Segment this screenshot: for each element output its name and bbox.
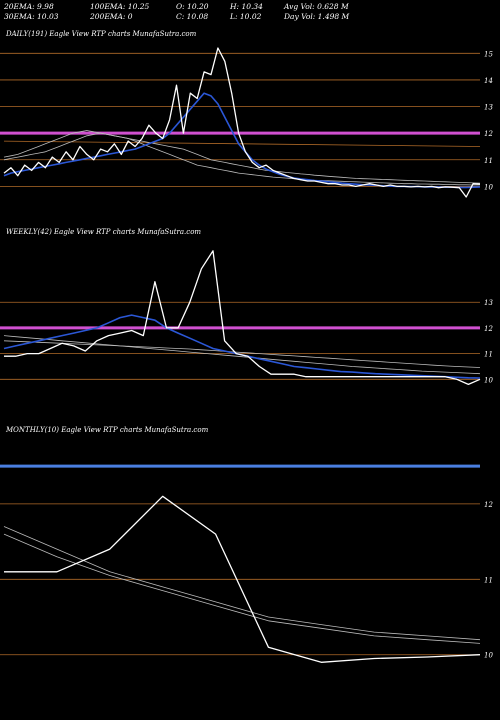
y-tick-label: 10 <box>484 376 493 384</box>
ema-gray-series-line <box>3 340 481 368</box>
day-volume-readout: Day Vol: 1.498 M <box>284 12 350 21</box>
monthly-panel-title: MONTHLY(10) Eagle View RTP charts Munafa… <box>6 426 209 434</box>
y-tick-label: 10 <box>484 183 493 191</box>
ema-gray-series-line <box>3 526 481 641</box>
ema100-readout: 100EMA: 10.25 <box>90 2 150 11</box>
open-readout: O: 10.20 <box>176 2 209 11</box>
low-readout: L: 10.02 <box>230 12 262 21</box>
y-tick-label: 11 <box>484 576 493 584</box>
daily-panel-title: DAILY(191) Eagle View RTP charts MunafaS… <box>6 30 197 38</box>
weekly-panel-title: WEEKLY(42) Eagle View RTP charts MunafaS… <box>6 228 202 236</box>
price-series-line <box>4 495 481 663</box>
high-readout: H: 10.34 <box>230 2 263 11</box>
ema-gray2-series-line <box>3 533 481 644</box>
y-tick-label: 11 <box>484 157 493 165</box>
ema30-readout: 30EMA: 10.03 <box>4 12 59 21</box>
avg-volume-readout: Avg Vol: 0.628 M <box>284 2 349 11</box>
y-tick-label: 12 <box>484 130 493 138</box>
ema-gray2-series-line <box>3 335 481 375</box>
y-tick-label: 13 <box>484 299 493 307</box>
y-tick-label: 13 <box>484 104 493 112</box>
weekly-chart: 13 12 11 10 <box>0 250 493 386</box>
y-tick-label: 11 <box>484 351 493 359</box>
daily-chart: 15 14 13 12 11 10 <box>0 47 493 198</box>
price-series-line <box>3 47 481 198</box>
y-tick-label: 14 <box>484 77 493 85</box>
y-tick-label: 10 <box>484 652 493 660</box>
ema20-readout: 20EMA: 9.98 <box>4 2 54 11</box>
y-tick-label: 15 <box>484 50 493 58</box>
y-tick-label: 12 <box>484 501 493 509</box>
y-tick-label: 12 <box>484 325 493 333</box>
ema-gray-series-line <box>3 132 481 184</box>
ema200-readout: 200EMA: 0 <box>90 12 133 21</box>
close-readout: C: 10.08 <box>176 12 209 21</box>
monthly-chart: 12 11 10 <box>0 464 493 663</box>
ema-gray2-series-line <box>3 130 480 186</box>
price-series-line <box>4 250 481 386</box>
